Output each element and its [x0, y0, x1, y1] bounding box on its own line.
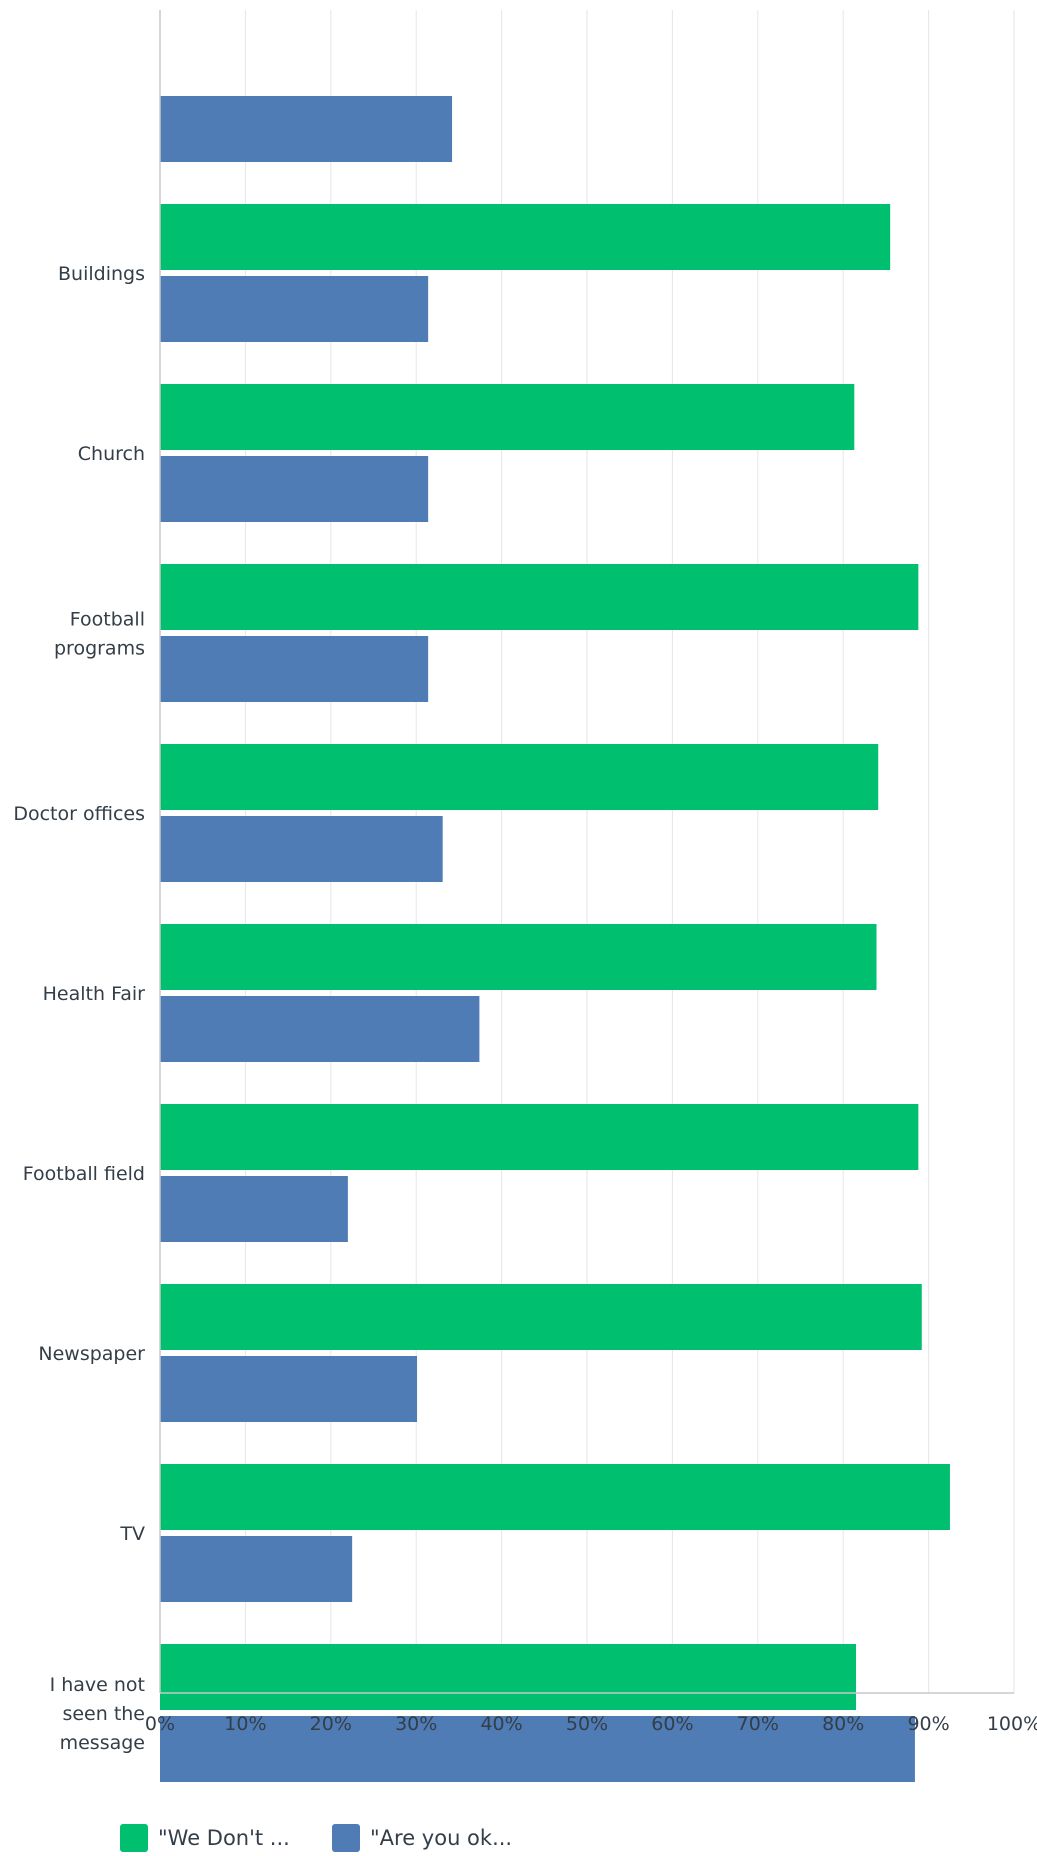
x-tick-label: 30% — [395, 1713, 437, 1735]
x-tick-label: 0% — [145, 1713, 175, 1735]
category-label: Church — [78, 443, 145, 465]
category-label: I have not seen the message — [50, 1674, 145, 1754]
bars — [160, 96, 950, 1782]
bar-series-2[interactable] — [160, 96, 453, 162]
x-tick-label: 20% — [310, 1713, 352, 1735]
legend-label[interactable]: "We Don't ... — [158, 1826, 290, 1850]
bar-series-2[interactable] — [160, 1176, 348, 1242]
bar-series-2[interactable] — [160, 1356, 418, 1422]
legend-label[interactable]: "Are you ok... — [370, 1826, 512, 1850]
bar-series-2[interactable] — [160, 1536, 353, 1602]
x-tick-label: 60% — [651, 1713, 693, 1735]
bar-series-1[interactable] — [160, 204, 891, 270]
category-label: TV — [119, 1523, 145, 1545]
bar-series-1[interactable] — [160, 1464, 950, 1530]
x-tick-label: 50% — [566, 1713, 608, 1735]
bar-series-1[interactable] — [160, 744, 879, 810]
bar-series-2[interactable] — [160, 276, 429, 342]
bar-series-1[interactable] — [160, 384, 855, 450]
legend-swatch[interactable] — [120, 1824, 148, 1852]
category-labels: Buildings Church Football programs Doctor of… — [13, 263, 145, 1754]
bar-series-1[interactable] — [160, 564, 919, 630]
category-label: Health Fair — [43, 983, 146, 1005]
category-label: Doctor offices — [13, 803, 145, 825]
x-tick-label: 90% — [907, 1713, 949, 1735]
bar-series-2[interactable] — [160, 636, 429, 702]
bar-series-2[interactable] — [160, 996, 480, 1062]
bar-series-2[interactable] — [160, 456, 429, 522]
x-tick-labels: 0% 10% 20% 30% 40% 50% 60% 70% 80% 90% 100% — [145, 1713, 1037, 1735]
category-label: Football programs — [54, 609, 145, 660]
category-label: Newspaper — [38, 1343, 145, 1365]
bar-series-1[interactable] — [160, 1104, 919, 1170]
x-tick-label: 40% — [480, 1713, 522, 1735]
category-label: Buildings — [58, 263, 145, 285]
legend-swatch[interactable] — [332, 1824, 360, 1852]
category-label: Football field — [23, 1163, 145, 1185]
bar-series-2[interactable] — [160, 816, 443, 882]
legend: "We Don't ... "Are you ok... — [120, 1824, 512, 1852]
bar-series-2[interactable] — [160, 1716, 915, 1782]
x-tick-label: 80% — [822, 1713, 864, 1735]
x-tick-label: 100% — [987, 1713, 1037, 1735]
x-tick-label: 70% — [737, 1713, 779, 1735]
axes — [159, 10, 1014, 1694]
bar-series-1[interactable] — [160, 924, 877, 990]
bar-series-1[interactable] — [160, 1284, 922, 1350]
x-tick-label: 10% — [224, 1713, 266, 1735]
bar-series-1[interactable] — [160, 1644, 857, 1710]
